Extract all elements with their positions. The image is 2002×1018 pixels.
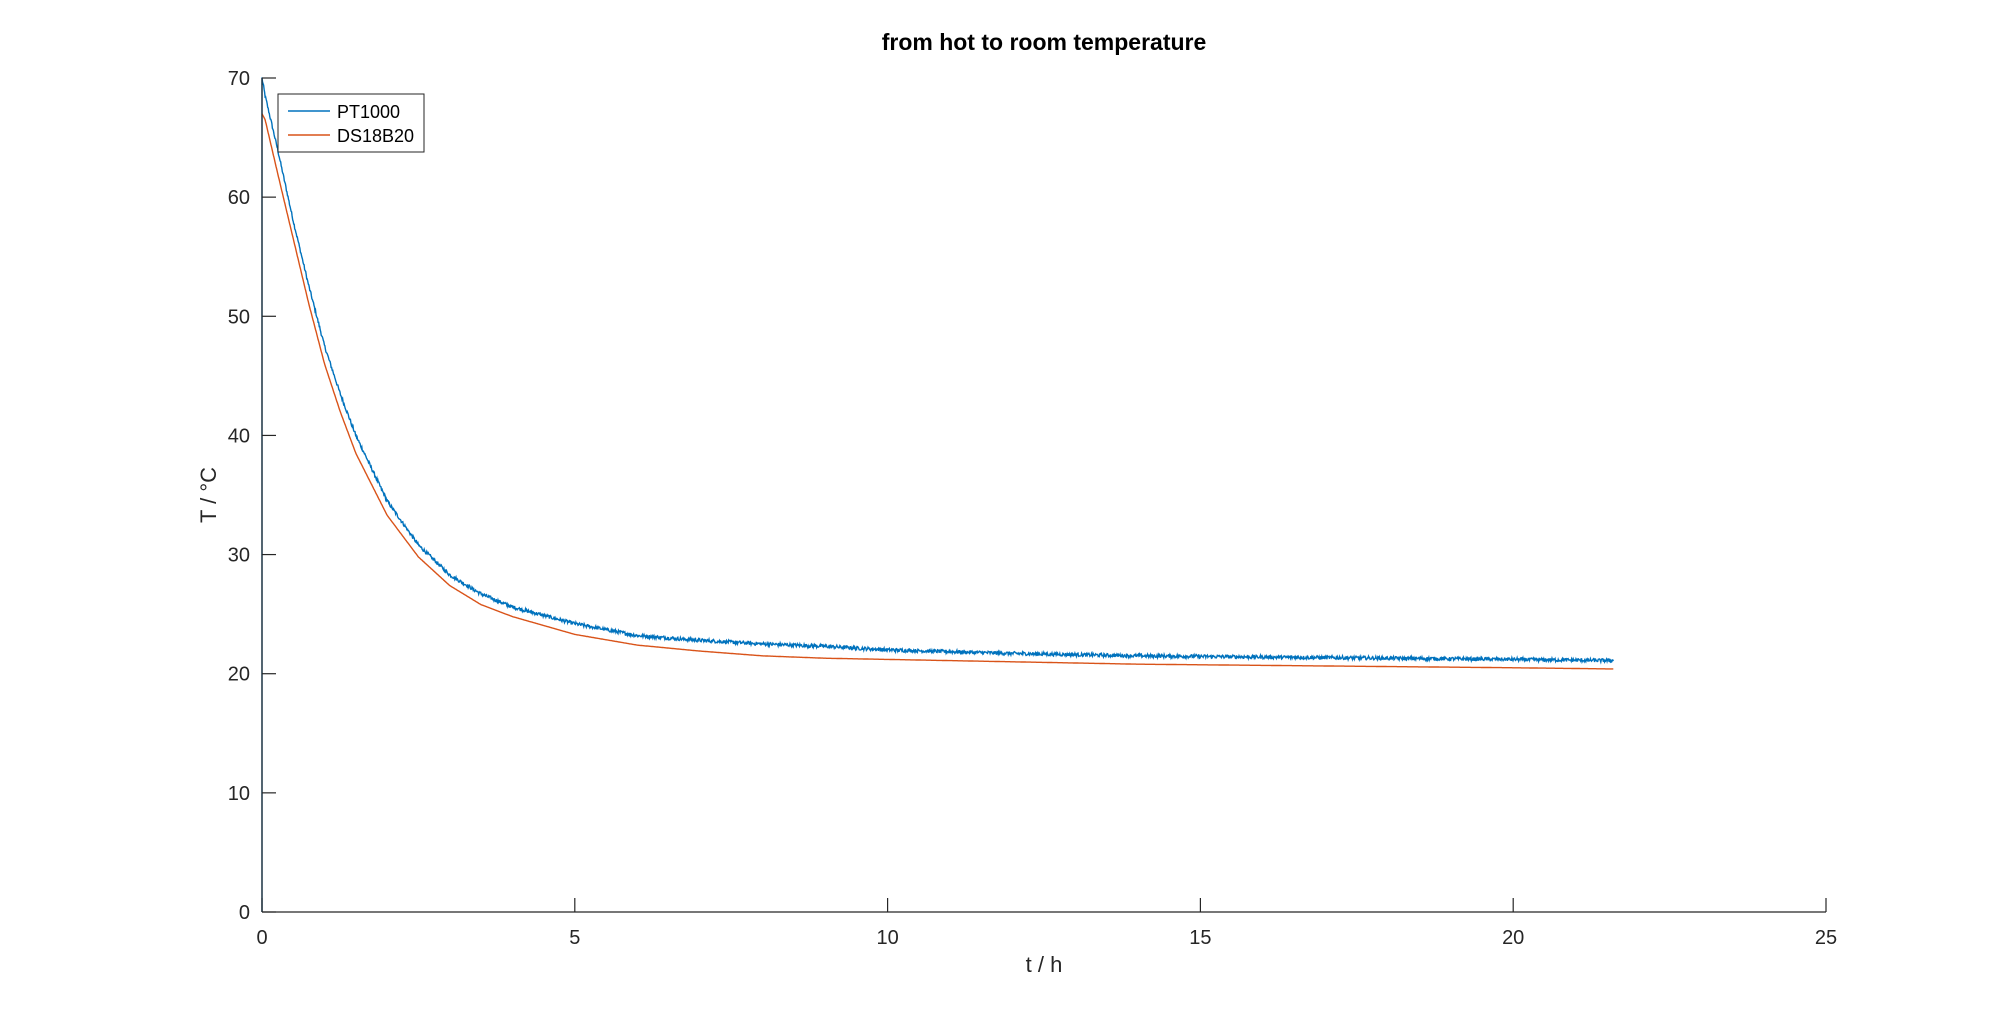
chart-title: from hot to room temperature — [882, 29, 1207, 55]
series-line-ds18b20 — [261, 113, 1614, 670]
plot-area: 0 5 10 15 20 25 0 10 20 30 40 50 60 70 — [228, 68, 1837, 949]
legend-entry-pt1000: PT1000 — [337, 102, 400, 122]
x-ticks: 0 5 10 15 20 25 — [256, 898, 1837, 949]
y-tick-label: 40 — [228, 425, 250, 447]
legend: PT1000 DS18B20 — [277, 93, 425, 153]
y-tick-label: 20 — [228, 664, 250, 686]
x-tick-label: 20 — [1502, 927, 1524, 949]
y-tick-label: 0 — [239, 902, 250, 924]
series-line-pt1000 — [261, 77, 1614, 912]
legend-box — [277, 93, 425, 153]
x-tick-label: 15 — [1189, 927, 1211, 949]
y-tick-label: 10 — [228, 783, 250, 805]
y-tick-label: 50 — [228, 306, 250, 328]
y-tick-label: 70 — [228, 68, 250, 90]
x-tick-label: 0 — [256, 927, 267, 949]
series-layer — [261, 77, 1614, 912]
x-tick-label: 5 — [569, 927, 580, 949]
y-ticks: 0 10 20 30 40 50 60 70 — [228, 68, 276, 924]
x-axis-label: t / h — [1026, 952, 1063, 977]
x-tick-label: 25 — [1815, 927, 1837, 949]
y-tick-label: 30 — [228, 545, 250, 567]
y-tick-label: 60 — [228, 187, 250, 209]
x-tick-label: 10 — [876, 927, 898, 949]
y-axis-label: T / °C — [196, 467, 221, 523]
legend-entry-ds18b20: DS18B20 — [337, 126, 414, 146]
